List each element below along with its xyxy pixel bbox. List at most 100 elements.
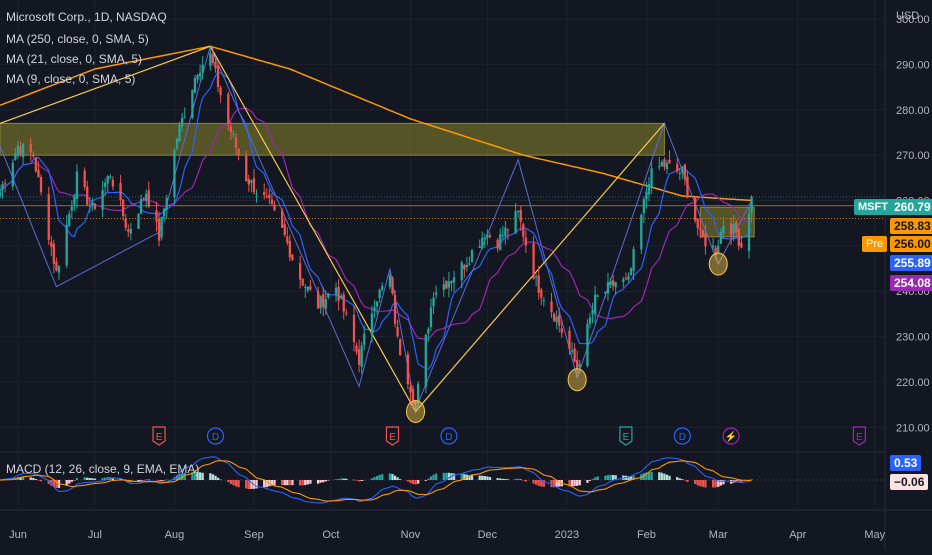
macd-histogram-bar [163, 480, 166, 481]
macd-histogram-bar [434, 473, 438, 480]
candle [70, 200, 73, 219]
macd-histogram-bar [568, 480, 571, 487]
candle [429, 298, 433, 331]
candle-body [683, 164, 687, 180]
candle-body [596, 295, 599, 297]
ma21-legend[interactable]: MA (21, close, 0, SMA, 5) [6, 52, 143, 66]
candle [504, 221, 507, 245]
candle-body [427, 328, 430, 334]
candle-body [363, 333, 366, 345]
candle [340, 293, 343, 300]
macd-histogram-bar [524, 480, 528, 482]
candle [137, 213, 140, 229]
candle-body [663, 159, 666, 167]
macd-histogram-bar [701, 480, 705, 487]
candle-body [519, 209, 522, 222]
candle-body [606, 282, 610, 294]
macd-histogram-bar [21, 476, 25, 480]
candle-body [576, 359, 579, 370]
candle [578, 359, 581, 374]
macd-histogram-bar [501, 478, 504, 480]
candle [647, 176, 651, 202]
candle [409, 381, 412, 401]
macd-histogram-bar [211, 474, 215, 480]
macd-histogram-bar [678, 478, 681, 480]
candle-body [91, 202, 94, 205]
macd-histogram-bar [642, 473, 646, 480]
x-tick-label: 2023 [555, 529, 579, 541]
candle-body [658, 166, 661, 168]
y-tick-label: 280.00 [896, 105, 930, 117]
candle-body [522, 224, 525, 237]
candle [388, 272, 392, 290]
candle-body [450, 280, 453, 284]
candle [378, 288, 381, 303]
ma9-legend[interactable]: MA (9, close, 0, SMA, 5) [6, 72, 136, 86]
candle-body [129, 228, 132, 234]
candle-body [447, 281, 451, 288]
macd-histogram-bar [391, 473, 394, 480]
candle [29, 138, 32, 162]
candle-body [291, 254, 294, 260]
macd-histogram-bar [86, 477, 89, 480]
candle-body [416, 383, 420, 404]
dividend-marker: D [212, 432, 219, 443]
macd-histogram-bar [291, 480, 294, 486]
dividend-marker-shape [440, 427, 458, 445]
ma250-legend[interactable]: MA (250, close, 0, SMA, 5) [6, 32, 149, 46]
macd-legend[interactable]: MACD (12, 26, close, 9, EMA, EMA) [6, 462, 200, 476]
candle-body [255, 193, 258, 195]
macd-histogram-bar [714, 480, 717, 488]
y-tick-label: 300.00 [896, 14, 930, 26]
x-tick-label: May [864, 529, 885, 541]
candle-body [604, 291, 607, 294]
candle [740, 236, 743, 249]
candle [488, 232, 492, 239]
macd-histogram-bar [463, 474, 466, 480]
candle [560, 319, 563, 338]
candle [627, 272, 630, 283]
macd-histogram-bar [232, 480, 235, 486]
candle-body [273, 204, 276, 211]
candle [593, 286, 597, 324]
candle-body [711, 245, 715, 248]
candle [119, 174, 122, 207]
candle [145, 189, 148, 208]
candle-body [681, 167, 684, 173]
candle [355, 342, 358, 355]
macd-histogram-bar [719, 480, 722, 486]
candle-body [286, 236, 289, 243]
macd-histogram-bar [722, 480, 725, 485]
macd-histogram-bar [288, 480, 292, 486]
candle-body [591, 310, 594, 315]
macd-histogram-bar [352, 479, 356, 481]
candle [147, 181, 150, 209]
macd-histogram-bar [627, 476, 630, 480]
macd-histogram-bar [216, 477, 220, 480]
x-tick-label: Jun [9, 529, 27, 541]
candle-body [537, 275, 540, 293]
candle [3, 179, 7, 193]
earnings-marker: E [156, 432, 163, 443]
candle [717, 239, 720, 254]
macd-histogram-bar [591, 479, 594, 480]
candle-body [196, 74, 199, 80]
candle [252, 168, 256, 195]
candle-body [322, 294, 325, 307]
candle [568, 326, 571, 355]
macd-histogram-bar [609, 474, 612, 480]
earnings-marker-shape [852, 426, 866, 446]
candle [309, 280, 312, 291]
macd-histogram-bar [88, 478, 91, 480]
macd-histogram-bar [160, 480, 163, 482]
candle-body [270, 199, 274, 205]
candle [306, 286, 309, 293]
candle-body [39, 177, 43, 193]
candle [470, 248, 474, 263]
candle-body [499, 234, 502, 251]
candle-body [704, 233, 707, 247]
candle [124, 213, 127, 231]
symbol-title[interactable]: Microsoft Corp., 1D, NASDAQ [6, 10, 167, 24]
